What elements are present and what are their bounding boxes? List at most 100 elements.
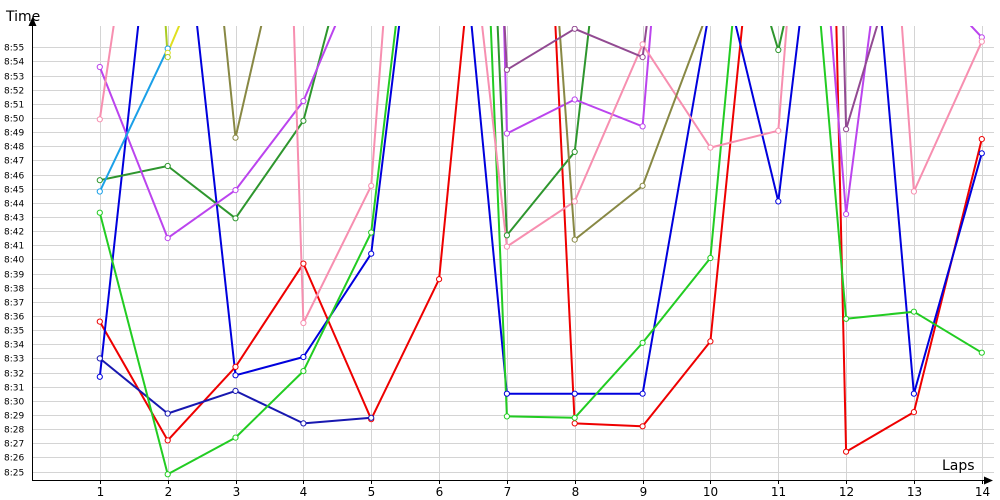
axes: 8:25 8:26 8:27 8:28 8:29 8:30 8:31 8:32 8:33 8:34… (4, 17, 993, 499)
x-tick-label: 14 (975, 485, 990, 499)
data-point (910, 188, 918, 195)
data-point (503, 130, 510, 137)
series-line (98, 48, 169, 192)
x-tick-label: 5 (368, 485, 376, 499)
x-tick-label: 13 (907, 485, 922, 499)
data-point (571, 148, 578, 155)
x-tick-label: 10 (703, 485, 718, 499)
y-tick-label: 8:36 (4, 313, 24, 323)
data-point (775, 127, 782, 134)
y-tick-label: 8:38 (4, 285, 24, 295)
data-point (164, 437, 171, 444)
y-tick-label: 8:26 (4, 454, 24, 464)
series-line (98, 26, 983, 476)
data-point (978, 349, 985, 356)
y-tick-label: 8:52 (4, 87, 24, 97)
y-axis-title: Time (5, 9, 40, 25)
data-point (503, 243, 510, 250)
data-point (164, 235, 171, 242)
data-point (639, 41, 646, 48)
data-point (96, 188, 103, 195)
y-tick-label: 8:53 (4, 73, 24, 83)
y-tick-label: 8:45 (4, 186, 24, 196)
y-tick-label: 8:27 (4, 440, 24, 450)
data-point (232, 187, 239, 194)
data-point (300, 117, 307, 124)
data-point (639, 390, 646, 397)
x-tick-label: 2 (165, 485, 173, 499)
data-point (843, 315, 850, 322)
data-point (707, 144, 714, 151)
data-point (300, 353, 307, 361)
data-point (503, 413, 510, 420)
x-tick-label: 4 (300, 485, 308, 499)
data-point (571, 420, 578, 427)
data-point (368, 182, 375, 189)
data-point (571, 236, 578, 243)
data-point (164, 410, 171, 417)
data-point (843, 448, 850, 455)
data-point (96, 177, 103, 184)
y-tick-label: 8:39 (4, 271, 24, 281)
data-point (368, 229, 375, 236)
data-point (639, 423, 646, 430)
data-point (96, 209, 103, 216)
data-point (503, 390, 510, 397)
data-point (232, 387, 239, 394)
y-tick-label: 8:34 (4, 341, 24, 351)
series-line (99, 26, 785, 237)
data-point (978, 38, 985, 45)
data-point (843, 126, 850, 133)
y-tick-label: 8:35 (4, 327, 24, 337)
markers-group (96, 26, 985, 478)
y-tick-label: 8:42 (4, 228, 24, 238)
data-point (96, 355, 103, 362)
x-axis-arrow (984, 476, 993, 485)
series-group (98, 26, 983, 476)
data-point (232, 363, 239, 370)
y-tick-label: 8:43 (4, 214, 24, 224)
x-axis-title: Laps (942, 458, 975, 474)
y-tick-label: 8:49 (4, 129, 24, 139)
data-point (978, 136, 985, 143)
data-point (164, 471, 171, 478)
y-tick-label: 8:28 (4, 426, 24, 436)
y-tick-label: 8:37 (4, 299, 24, 309)
data-point (707, 254, 714, 262)
series-line (98, 26, 983, 395)
data-point (96, 116, 103, 123)
series-line (98, 26, 983, 324)
data-point (639, 182, 646, 189)
data-point (775, 46, 782, 54)
y-tick-label: 8:54 (4, 58, 24, 68)
data-point (300, 260, 307, 267)
data-point (978, 150, 985, 157)
data-point (843, 211, 850, 218)
data-point (910, 390, 918, 397)
data-point (571, 414, 578, 421)
data-point (571, 96, 578, 103)
data-point (775, 198, 782, 205)
data-point (300, 319, 307, 327)
data-point (96, 373, 103, 380)
series-line (503, 26, 879, 131)
y-tick-label: 8:41 (4, 242, 24, 252)
y-tick-label: 8:47 (4, 157, 24, 167)
data-point (164, 162, 171, 170)
y-axis-arrow (28, 17, 37, 26)
x-tick-label: 6 (436, 485, 444, 499)
data-point (368, 250, 375, 257)
y-tick-label: 8:44 (4, 200, 24, 210)
data-point (639, 54, 646, 61)
data-point (300, 97, 307, 105)
y-tick-label: 8:29 (4, 412, 24, 422)
data-point (503, 66, 510, 73)
y-tick-label: 8:30 (4, 398, 24, 408)
data-point (639, 339, 646, 346)
x-tick-label: 7 (504, 485, 512, 499)
series-line (98, 26, 983, 453)
x-tick-label: 1 (97, 485, 105, 499)
data-point (639, 123, 646, 130)
